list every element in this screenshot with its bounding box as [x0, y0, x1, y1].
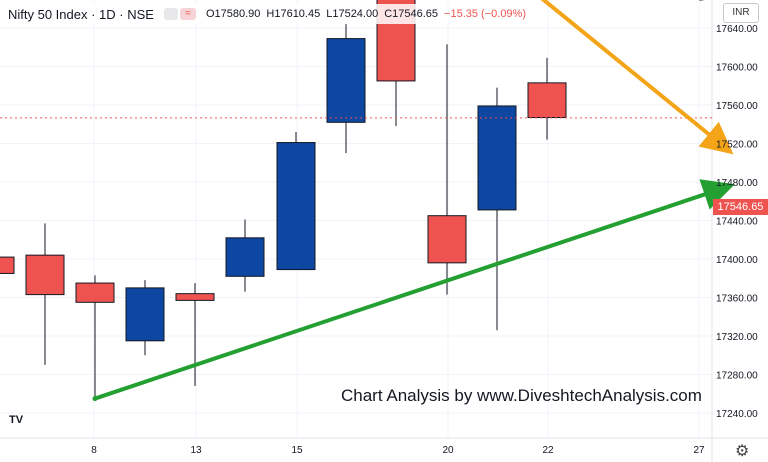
trendline-orange[interactable]: [396, 0, 734, 155]
candle: [427, 44, 467, 295]
candle: [326, 24, 366, 154]
candle: [276, 131, 316, 271]
y-tick-label: 17240.00: [716, 409, 758, 420]
time-axis: 8 13 15 20 22 27: [91, 445, 705, 456]
candle-body-down: [175, 293, 215, 301]
candle-body-up: [326, 38, 366, 123]
currency-selector[interactable]: INR: [723, 3, 759, 23]
price-change: −15.35 (−0.09%): [444, 8, 526, 20]
candle-body-down: [75, 282, 115, 303]
gear-icon[interactable]: ⚙: [735, 443, 750, 460]
x-tick-label: 15: [291, 445, 303, 456]
ohlc-open: O17580.90: [205, 8, 261, 20]
candle: [0, 256, 15, 274]
ohlc-close: C17546.65: [384, 8, 439, 20]
candle: [225, 219, 265, 292]
watermark-text: Chart Analysis by www.DiveshtechAnalysis…: [341, 386, 702, 405]
y-tick-label: 17480.00: [716, 178, 758, 189]
x-tick-label: 27: [693, 445, 705, 456]
candle-body-down: [527, 82, 567, 119]
trendline-green[interactable]: [93, 179, 735, 401]
price-axis: 17800.0017760.0017720.0017680.0017640.00…: [716, 24, 758, 420]
candle-body-down: [0, 256, 15, 274]
y-tick-label: 17440.00: [716, 217, 758, 228]
candle-body-down: [427, 215, 467, 264]
candle: [477, 87, 517, 331]
symbol-title[interactable]: Nifty 50 Index · 1D · NSE: [8, 6, 154, 22]
hide-icon[interactable]: [163, 8, 178, 20]
candle-body-up: [477, 105, 517, 211]
x-tick-label: 8: [91, 445, 97, 456]
trendline-anchor[interactable]: [92, 396, 98, 402]
trendlines-group: [92, 0, 735, 402]
wave-icon[interactable]: ≈: [179, 8, 196, 20]
candle-body-up: [225, 237, 265, 277]
candle-body-down: [25, 254, 65, 296]
y-tick-label: 17400.00: [716, 255, 758, 266]
candle: [75, 275, 115, 399]
x-tick-label: 20: [442, 445, 454, 456]
candle-body-up: [125, 287, 165, 342]
x-tick-label: 22: [542, 445, 554, 456]
last-price-tag: 17546.65: [713, 199, 768, 215]
candles-group: [0, 0, 712, 399]
candle-body-up: [276, 142, 316, 271]
x-tick-label: 13: [190, 445, 202, 456]
candle: [125, 280, 165, 356]
y-tick-label: 17560.00: [716, 101, 758, 112]
y-tick-label: 17640.00: [716, 24, 758, 35]
y-tick-label: 17280.00: [716, 371, 758, 382]
ohlc-low: L17524.00: [326, 8, 379, 20]
y-tick-label: 17320.00: [716, 332, 758, 343]
tradingview-logo-icon[interactable]: TV: [9, 414, 24, 426]
y-tick-label: 17600.00: [716, 63, 758, 74]
candle: [175, 283, 215, 387]
ohlc-high: H17610.45: [266, 8, 321, 20]
candle: [25, 223, 65, 365]
symbol-header: Nifty 50 Index · 1D · NSE ≈ O17580.90 H1…: [8, 4, 526, 24]
y-tick-label: 17520.00: [716, 140, 758, 151]
y-tick-label: 17360.00: [716, 294, 758, 305]
candle: [527, 57, 567, 140]
